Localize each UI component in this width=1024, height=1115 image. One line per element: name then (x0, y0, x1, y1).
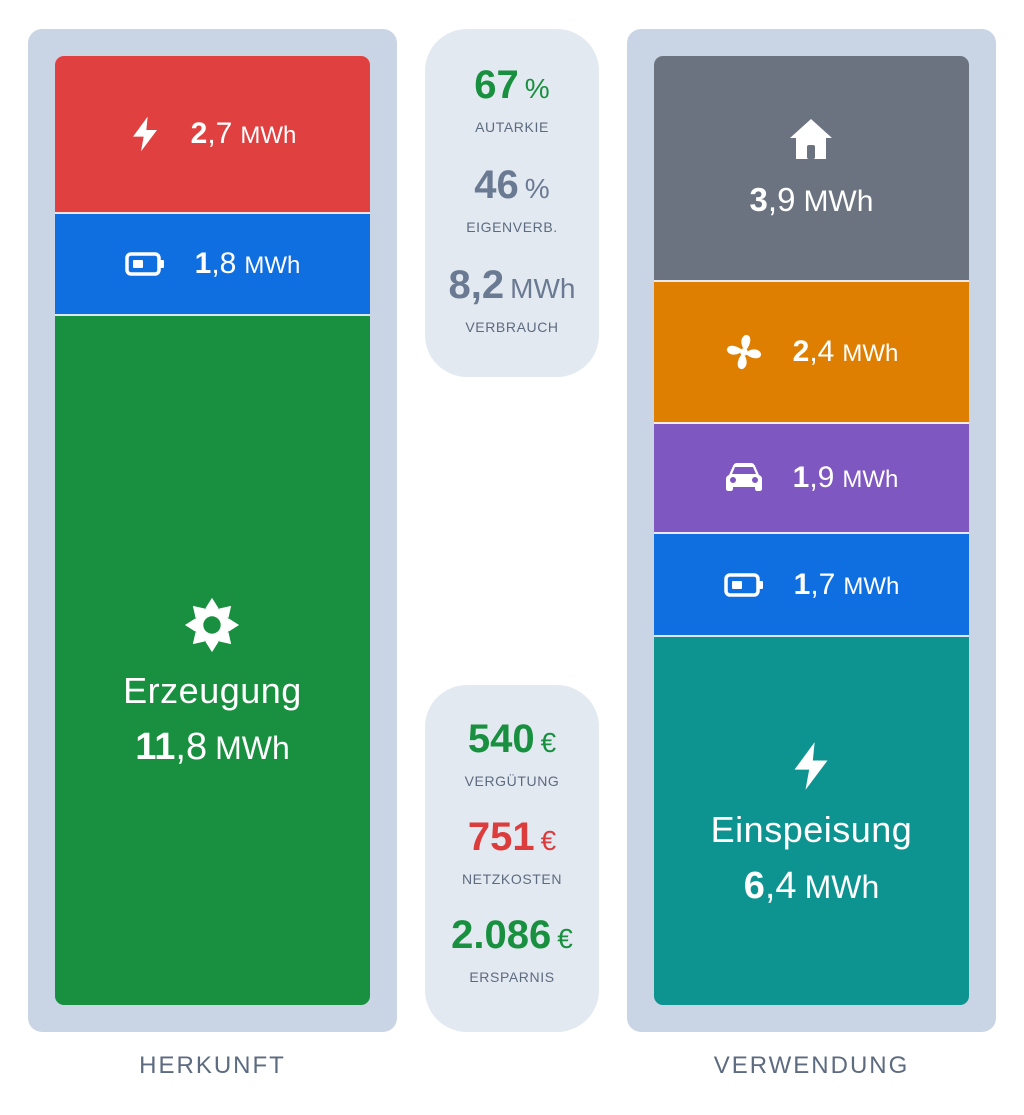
house-icon (790, 119, 833, 159)
autarkie-label: AUTARKIE (475, 119, 549, 135)
car-icon (725, 463, 762, 491)
verwendung-haus-value: 3,9 MWh (749, 181, 874, 218)
verwendung-stack: 3,9 MWh 2,4 MWh (654, 56, 969, 1005)
verwendung-einspeisung-value: 6,4 MWh (743, 864, 880, 907)
netzkosten-unit: € (540, 825, 557, 856)
verwendung-waermepumpe-segment[interactable]: 2,4 MWh (654, 282, 969, 424)
verguetung-unit: € (540, 727, 557, 758)
ersparnis-label: ERSPARNIS (469, 969, 555, 985)
verbrauch-stat: 8,2 MWh VERBRAUCH (449, 265, 576, 335)
herkunft-batterie-value: 1,8 MWh (194, 247, 301, 280)
verwendung-auto-value: 1,9 MWh (792, 461, 899, 494)
verbrauch-unit: MWh (510, 273, 576, 304)
ersparnis-stat: 2.086 € ERSPARNIS (451, 915, 573, 985)
verguetung-stat: 540 € VERGÜTUNG (465, 719, 560, 789)
verwendung-waermepumpe-value: 2,4 MWh (792, 335, 899, 368)
kennzahlen-card: 67% AUTARKIE 46% EIGENVERB. 8,2 MWh VERBR… (425, 29, 599, 377)
eigenverbrauch-unit: % (524, 173, 550, 204)
herkunft-title: HERKUNFT (139, 1052, 286, 1079)
netzkosten-label: NETZKOSTEN (461, 871, 563, 887)
eigenverbrauch-value: 46 (474, 163, 519, 207)
verwendung-haus-segment[interactable]: 3,9 MWh (654, 56, 969, 282)
sun-icon (185, 597, 240, 653)
battery-icon (723, 572, 763, 597)
ersparnis-unit: € (557, 923, 573, 954)
erzeugung-label: Erzeugung (123, 670, 302, 711)
autarkie-value: 67 (474, 63, 519, 107)
ersparnis-value: 2.086 (451, 913, 552, 957)
verwendung-batterie-value: 1,7 MWh (793, 567, 900, 601)
herkunft-netz-value: 2,7 MWh (190, 117, 297, 150)
autarkie-unit: % (524, 73, 550, 104)
verguetung-value: 540 (467, 717, 535, 761)
herkunft-batterie-segment[interactable]: 1,8 MWh (55, 214, 370, 316)
lightning-bolt-icon (794, 741, 828, 790)
verwendung-batterie-segment[interactable]: 1,7 MWh (654, 534, 969, 637)
battery-icon (124, 252, 164, 276)
netzkosten-stat: 751 € NETZKOSTEN (462, 817, 562, 887)
herkunft-panel: 2,7 MWh 1,8 MWh (28, 29, 397, 1032)
verbrauch-value: 8,2 (448, 263, 505, 307)
autarkie-stat: 67% AUTARKIE (474, 65, 549, 135)
netzkosten-value: 751 (467, 815, 535, 859)
herkunft-stack: 2,7 MWh 1,8 MWh (55, 56, 370, 1005)
verwendung-auto-segment[interactable]: 1,9 MWh (654, 424, 969, 534)
eigenverbrauch-stat: 46% EIGENVERB. (466, 165, 558, 235)
fan-icon (726, 334, 761, 370)
eigenverbrauch-label: EIGENVERB. (466, 219, 558, 235)
verguetung-label: VERGÜTUNG (464, 773, 560, 789)
herkunft-erzeugung-segment[interactable]: Erzeugung 11,8 MWh (55, 316, 370, 1005)
verwendung-title: VERWENDUNG (713, 1052, 910, 1079)
verwendung-panel: 3,9 MWh 2,4 MWh (627, 29, 996, 1032)
verbrauch-label: VERBRAUCH (465, 319, 559, 335)
herkunft-erzeugung-value: 11,8 MWh (135, 726, 290, 768)
herkunft-netz-segment[interactable]: 2,7 MWh (55, 56, 370, 214)
finanzen-card: 540 € VERGÜTUNG 751 € NETZKOSTEN 2.086 € ER… (425, 685, 599, 1032)
einspeisung-label: Einspeisung (710, 808, 913, 850)
verwendung-einspeisung-segment[interactable]: Einspeisung 6,4 MWh (654, 637, 969, 1005)
lightning-bolt-icon (132, 116, 157, 152)
